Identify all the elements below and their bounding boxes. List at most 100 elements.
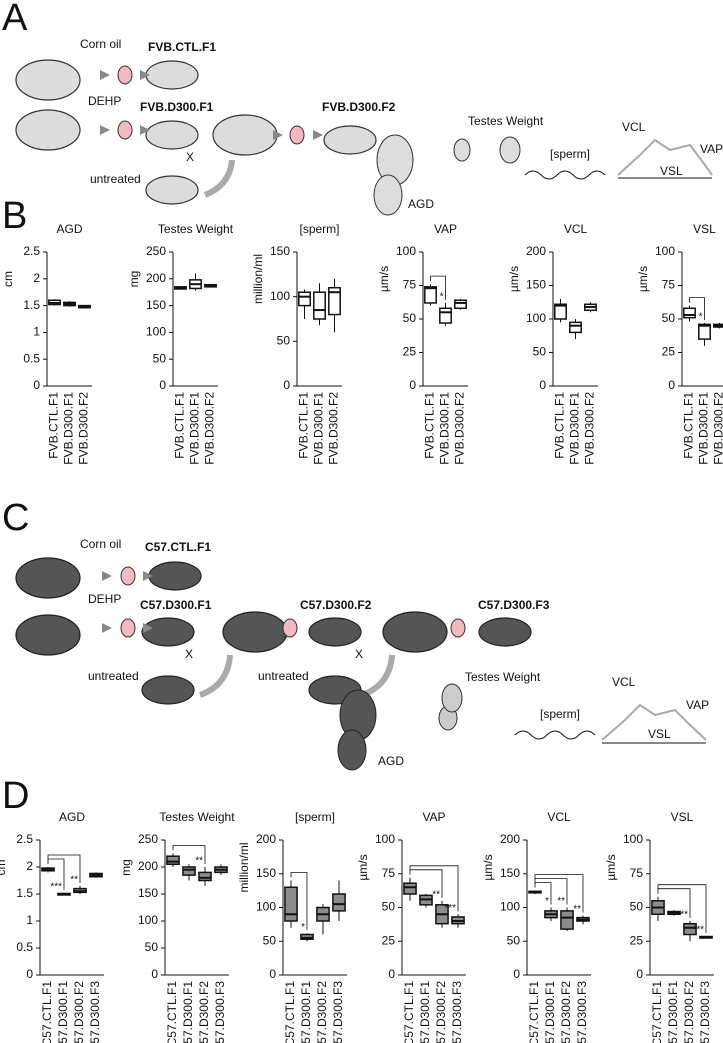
sig-label: *: [301, 922, 305, 933]
sig-bracket: [47, 858, 65, 890]
chart-title: AGD: [59, 810, 85, 824]
label: Corn oil: [80, 37, 121, 51]
arrow: [360, 654, 395, 698]
y-tick-label: 0: [26, 967, 33, 981]
x-tick-label: FVB.CTL.F1: [297, 392, 311, 459]
y-tick-label: 200: [138, 859, 158, 873]
x-tick-label: C57.D300.F3: [331, 981, 345, 1043]
arrow: [143, 623, 153, 633]
mouse: [382, 611, 448, 653]
label: Testes Weight: [468, 114, 544, 128]
sig-bracket: [657, 888, 691, 918]
x-tick-label: FVB.D300.F2: [203, 392, 217, 465]
box: [182, 866, 196, 876]
x-tick-label: C57.D300.F2: [559, 981, 573, 1043]
embryo: [117, 120, 133, 140]
mouse: [145, 175, 199, 205]
y-tick-label: 100: [146, 325, 166, 339]
y-tick-label: 200: [526, 244, 546, 258]
label: [sperm]: [550, 147, 590, 161]
y-tick-label: 75: [382, 866, 396, 880]
x-tick-label: C57.D300.F3: [450, 981, 464, 1043]
y-axis-label: million/ml: [251, 254, 265, 304]
chart-title: Testes Weight: [159, 810, 235, 824]
arrow: [140, 125, 150, 135]
box: [313, 291, 326, 320]
arrow: [203, 159, 235, 198]
x-tick-label: C57.D300.F1: [299, 981, 313, 1043]
mouse: [308, 617, 362, 647]
y-axis-label: µm/s: [604, 854, 618, 880]
label: DEHP: [88, 592, 121, 606]
y-tick-label: 50: [382, 900, 396, 914]
y-tick-label: 0: [283, 378, 290, 392]
y-tick-label: 1.5: [23, 298, 40, 312]
y-tick-label: 50: [263, 933, 277, 947]
x-tick-label: FVB.CTL.F1: [173, 392, 187, 459]
y-tick-label: 50: [403, 311, 417, 325]
x-tick-label: C57.D300.F2: [197, 981, 211, 1043]
arrow: [143, 571, 153, 581]
x-tick-label: FVB.D300.F2: [712, 392, 723, 465]
y-tick-label: 100: [500, 900, 520, 914]
sig-bracket: [172, 845, 206, 864]
y-tick-label: 0: [539, 378, 546, 392]
arrow: [102, 571, 112, 581]
y-tick-label: 100: [256, 900, 276, 914]
mouse: [15, 557, 81, 599]
sig-label: **: [432, 889, 440, 900]
sig-bracket: [657, 884, 707, 933]
label: VSL: [660, 164, 683, 178]
chart-title: VAP: [434, 222, 457, 236]
y-tick-label: 0: [388, 967, 395, 981]
y-tick-label: 50: [153, 351, 167, 365]
box: [298, 291, 311, 307]
label: DEHP: [88, 94, 121, 108]
mouse: [141, 675, 195, 705]
sperm: [514, 730, 596, 740]
track: [601, 703, 707, 741]
sig-label: ***: [692, 924, 704, 935]
y-tick-label: 50: [533, 345, 547, 359]
sig-label: **: [573, 904, 581, 915]
label: Corn oil: [80, 537, 121, 551]
label: FVB.D300.F2: [322, 100, 396, 114]
sig-bracket: [430, 275, 446, 300]
sig-bracket: [534, 882, 552, 905]
sig-label: **: [70, 875, 78, 886]
box: [328, 286, 341, 316]
sig-label: *: [545, 896, 549, 907]
y-tick-label: 2: [26, 859, 33, 873]
label: VAP: [700, 142, 723, 156]
x-tick-label: FVB.D300.F2: [453, 392, 467, 465]
testis: [441, 683, 463, 713]
label: Testes Weight: [465, 670, 541, 684]
x-tick-label: FVB.CTL.F1: [553, 392, 567, 459]
sig-bracket: [689, 297, 705, 321]
panel-letter: D: [2, 775, 29, 817]
mouse: [478, 617, 532, 647]
label: C57.CTL.F1: [145, 540, 211, 554]
y-axis-label: µm/s: [507, 266, 521, 292]
chart-title: VSL: [671, 810, 694, 824]
sig-bracket: [534, 878, 568, 905]
sig-bracket: [290, 872, 308, 931]
y-tick-label: 150: [256, 866, 276, 880]
y-tick-label: 0: [409, 378, 416, 392]
y-tick-label: 100: [375, 832, 395, 846]
label: untreated: [88, 669, 139, 683]
y-tick-label: 25: [662, 345, 676, 359]
y-tick-label: 150: [138, 886, 158, 900]
x-tick-label: C57.D300.F1: [181, 981, 195, 1043]
box: [569, 321, 582, 334]
y-axis-label: cm: [0, 860, 8, 876]
panel-letter: B: [2, 195, 27, 237]
y-tick-label: 50: [662, 311, 676, 325]
x-tick-label: C57.D300.F2: [682, 981, 696, 1043]
label: FVB.D300.F1: [140, 100, 214, 114]
embryo: [282, 618, 298, 638]
x-tick-label: FVB.CTL.F1: [682, 392, 696, 459]
sperm: [524, 170, 606, 180]
chart-title: [sperm]: [295, 810, 335, 824]
y-axis-label: µm/s: [377, 266, 391, 292]
